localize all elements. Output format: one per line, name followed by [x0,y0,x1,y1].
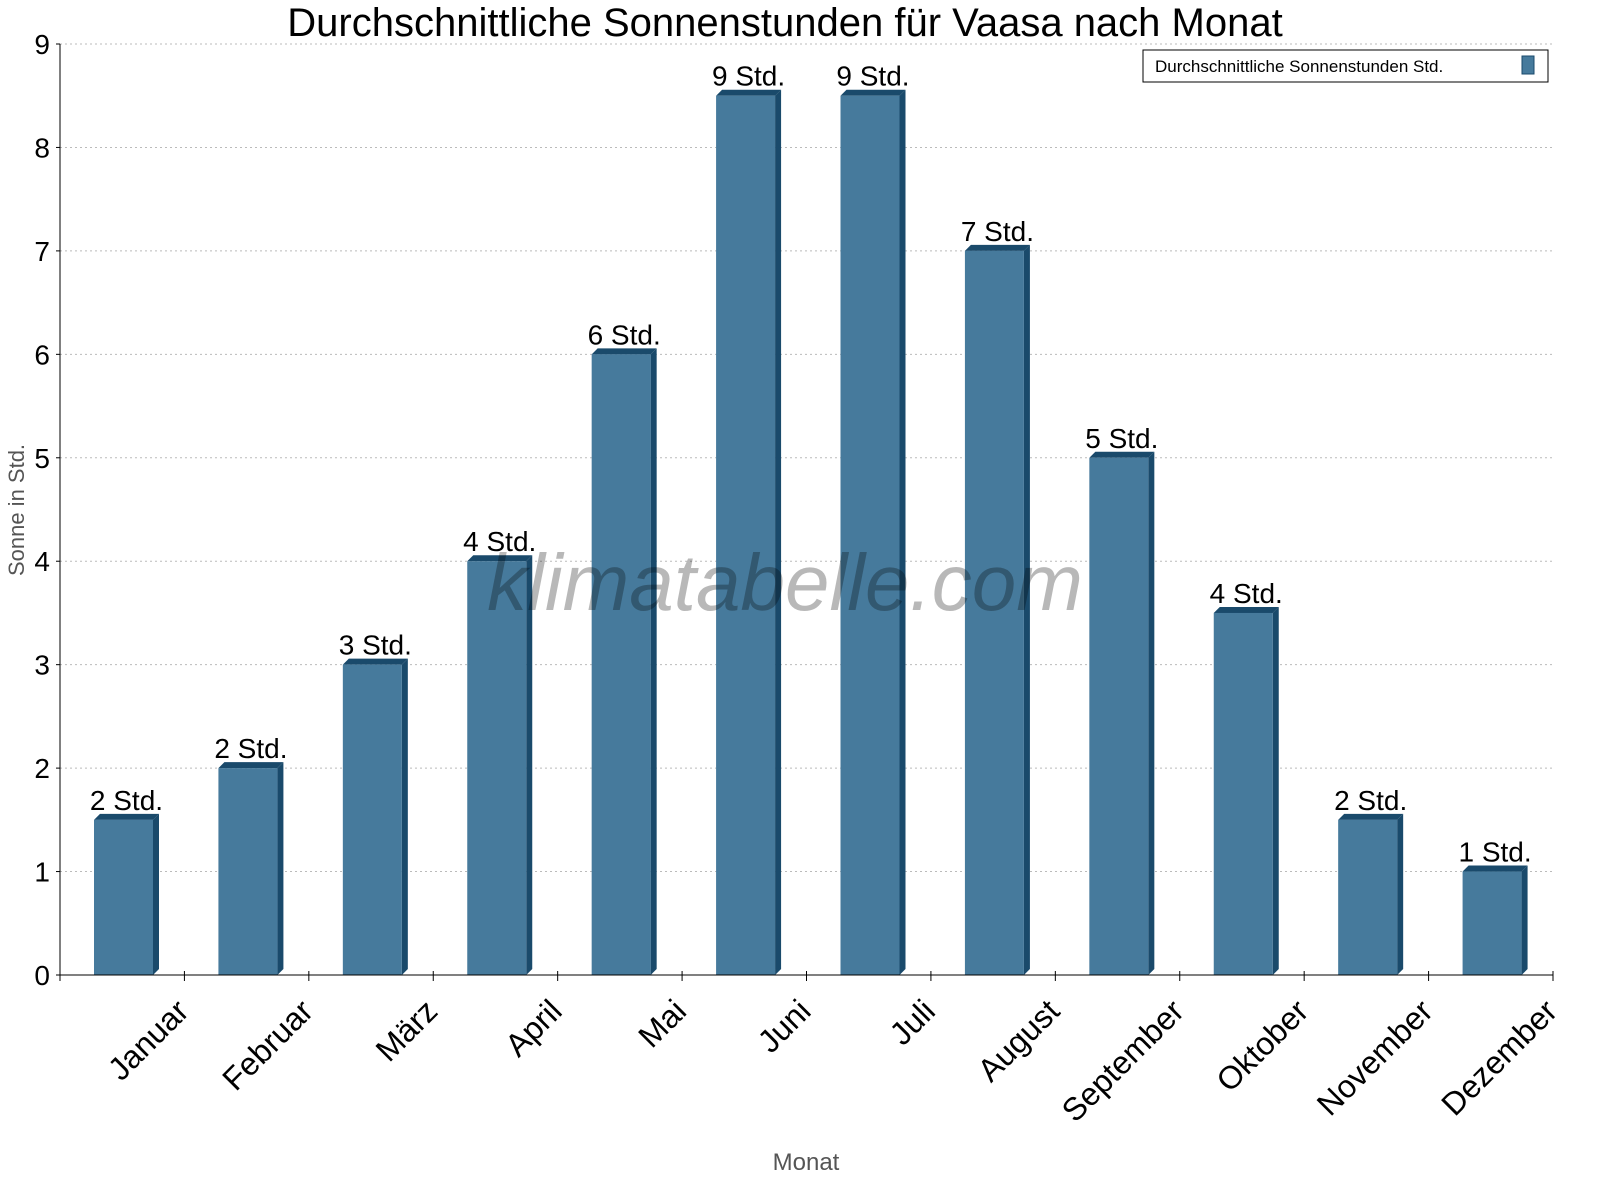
x-tick-label: Dezember [1434,992,1564,1122]
data-label: 9 Std. [836,61,909,92]
x-tick-label: November [1310,992,1440,1122]
x-tick-label: Februar [215,992,320,1097]
data-label: 7 Std. [961,216,1034,247]
y-tick-label: 6 [34,339,50,370]
x-tick-label: März [369,993,445,1069]
data-labels: 2 Std. 2 Std. 3 Std. 4 Std. 6 Std. 9 Std. 9 St… [90,61,1532,868]
y-axis-label: Sonne in Std. [4,444,29,576]
x-tick-label: April [498,993,569,1064]
chart-title: Durchschnittliche Sonnenstunden für Vaas… [287,1,1282,45]
legend-swatch [1521,55,1535,75]
bar [218,768,278,975]
data-label: 4 Std. [463,526,536,557]
y-tick-label: 1 [34,857,50,888]
data-label: 1 Std. [1458,837,1531,868]
bar-side [1023,244,1030,975]
bar-top [1338,813,1404,820]
y-tick-label: 2 [34,753,50,784]
bar-top [840,89,906,96]
watermark: klimatabelle.com [487,538,1083,627]
grid-lines [60,43,1553,873]
x-tick-label: Juli [883,993,942,1052]
data-label: 5 Std. [1085,423,1158,454]
x-tick-label: Januar [101,992,196,1087]
legend-label: Durchschnittliche Sonnenstunden Std. [1155,57,1443,76]
y-tick-label: 9 [34,29,50,60]
bar [716,95,776,975]
data-label: 9 Std. [712,61,785,92]
bars [94,89,1528,975]
bar-top [1213,606,1279,613]
x-tick-label: Oktober [1209,992,1315,1098]
bar-top [716,89,782,96]
x-tick-label: August [970,993,1066,1089]
data-label: 6 Std. [588,319,661,350]
bar-top [94,813,159,820]
y-tick-label: 3 [34,650,50,681]
bar-side [775,89,782,975]
x-tick-label: Juni [751,993,818,1060]
bar [964,250,1024,975]
data-label: 2 Std. [1334,785,1407,816]
bar-side [650,348,657,975]
legend: Durchschnittliche Sonnenstunden Std. [1142,49,1549,83]
data-label: 2 Std. [214,733,287,764]
bar-side [526,555,533,975]
bar-side [1397,813,1404,975]
bar-side [153,813,159,975]
bar [94,819,153,975]
bar [1089,457,1149,975]
bar-side [1148,451,1155,975]
bar-side [899,89,906,975]
data-label: 3 Std. [339,630,412,661]
y-tick-label: 8 [34,132,50,163]
bar [591,354,651,975]
y-tick-label: 5 [34,443,50,474]
bar-top [218,762,284,769]
bar [342,664,402,975]
bar-top [1462,865,1528,872]
bar-side [401,658,408,975]
bar [1338,819,1398,975]
bar-top [467,555,533,562]
bar-side [1521,865,1528,975]
data-label: 4 Std. [1210,578,1283,609]
bar [467,561,527,975]
bar [1462,871,1522,975]
bar [1213,612,1273,975]
y-tick-label: 0 [34,960,50,991]
x-tick-label: Mai [631,993,693,1055]
x-tick-label: September [1055,992,1191,1128]
data-label: 2 Std. [90,785,163,816]
bar-side [277,762,284,975]
bar-side [1272,606,1279,975]
bar-top [591,348,657,355]
bar-top [342,658,408,665]
y-tick-label: 4 [34,546,50,577]
bar [840,95,900,975]
x-axis-label: Monat [773,1149,840,1176]
y-tick-label: 7 [34,236,50,267]
bar-top [964,244,1030,251]
bar-top [1089,451,1155,458]
